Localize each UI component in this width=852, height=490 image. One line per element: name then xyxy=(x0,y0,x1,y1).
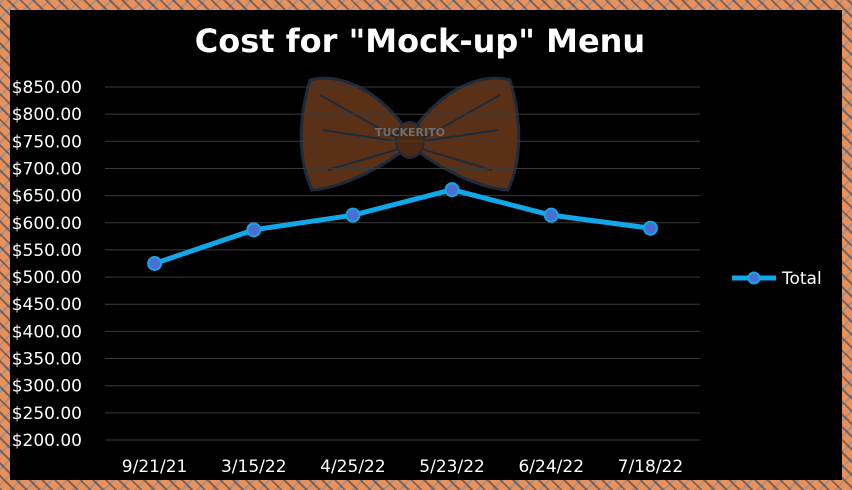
gridlines xyxy=(105,86,700,441)
chart-frame: TUCKERITO Cost for "Mock-up" Menu $200.0… xyxy=(10,10,842,480)
y-tick-label: $550.00 xyxy=(12,241,82,261)
data-point xyxy=(246,222,262,238)
chart-title: Cost for "Mock-up" Menu xyxy=(195,22,645,60)
series-total xyxy=(147,182,658,271)
y-tick-label: $850.00 xyxy=(12,78,82,98)
y-tick-label: $650.00 xyxy=(12,187,82,207)
series-line-total xyxy=(152,187,653,266)
line-chart: TUCKERITO Cost for "Mock-up" Menu $200.0… xyxy=(12,22,822,477)
y-tick-label: $350.00 xyxy=(12,350,82,370)
y-tick-label: $450.00 xyxy=(12,295,82,315)
x-tick-label: 9/21/21 xyxy=(122,457,188,477)
y-tick-label: $750.00 xyxy=(12,132,82,152)
legend-label-total: Total xyxy=(781,269,822,289)
data-point xyxy=(642,220,658,236)
y-tick-label: $400.00 xyxy=(12,322,82,342)
data-point xyxy=(543,207,559,223)
legend: Total xyxy=(732,269,822,289)
data-point xyxy=(444,182,460,198)
y-axis-ticks: $200.00 $250.00 $300.00 $350.00 $400.00 $450.… xyxy=(12,78,82,451)
y-tick-label: $300.00 xyxy=(12,377,82,397)
y-tick-label: $500.00 xyxy=(12,268,82,288)
x-tick-label: 3/15/22 xyxy=(221,457,287,477)
x-tick-label: 5/23/22 xyxy=(419,457,485,477)
x-axis-ticks: 9/21/21 3/15/22 4/25/22 5/23/22 6/24/22 7/18/… xyxy=(122,457,683,477)
x-tick-label: 7/18/22 xyxy=(618,457,684,477)
y-tick-label: $200.00 xyxy=(12,431,82,451)
y-tick-label: $700.00 xyxy=(12,159,82,179)
y-tick-label: $250.00 xyxy=(12,404,82,424)
y-tick-label: $600.00 xyxy=(12,214,82,234)
x-tick-label: 6/24/22 xyxy=(518,457,584,477)
x-tick-label: 4/25/22 xyxy=(320,457,386,477)
legend-marker xyxy=(747,271,761,285)
data-point xyxy=(345,207,361,223)
bow-tie-icon: TUCKERITO xyxy=(299,76,521,192)
y-tick-label: $800.00 xyxy=(12,105,82,125)
data-point xyxy=(147,256,163,271)
watermark-text: TUCKERITO xyxy=(375,126,445,139)
